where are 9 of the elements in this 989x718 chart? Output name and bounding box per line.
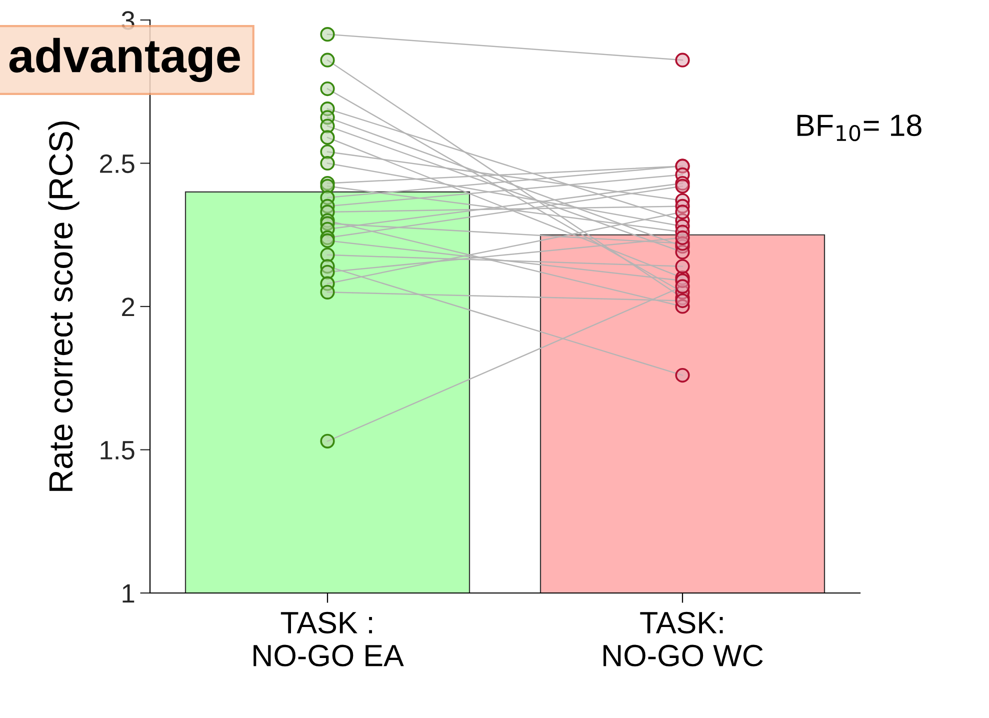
y-tick-label: 2.5	[100, 154, 134, 174]
x-tick-label: TASK : NO-GO EA	[254, 612, 404, 666]
annotation: BF$_{10}$= 18	[798, 114, 922, 142]
y-axis-title: Rate correct score (RCS)	[48, 121, 80, 491]
y-tick-label: 1.5	[100, 441, 134, 460]
x-tick-label: TASK: NO-GO WC	[604, 612, 763, 666]
annotation: advantage	[9, 38, 240, 82]
y-tick-label: 1	[122, 584, 134, 603]
y-tick-label: 2	[122, 298, 134, 316]
